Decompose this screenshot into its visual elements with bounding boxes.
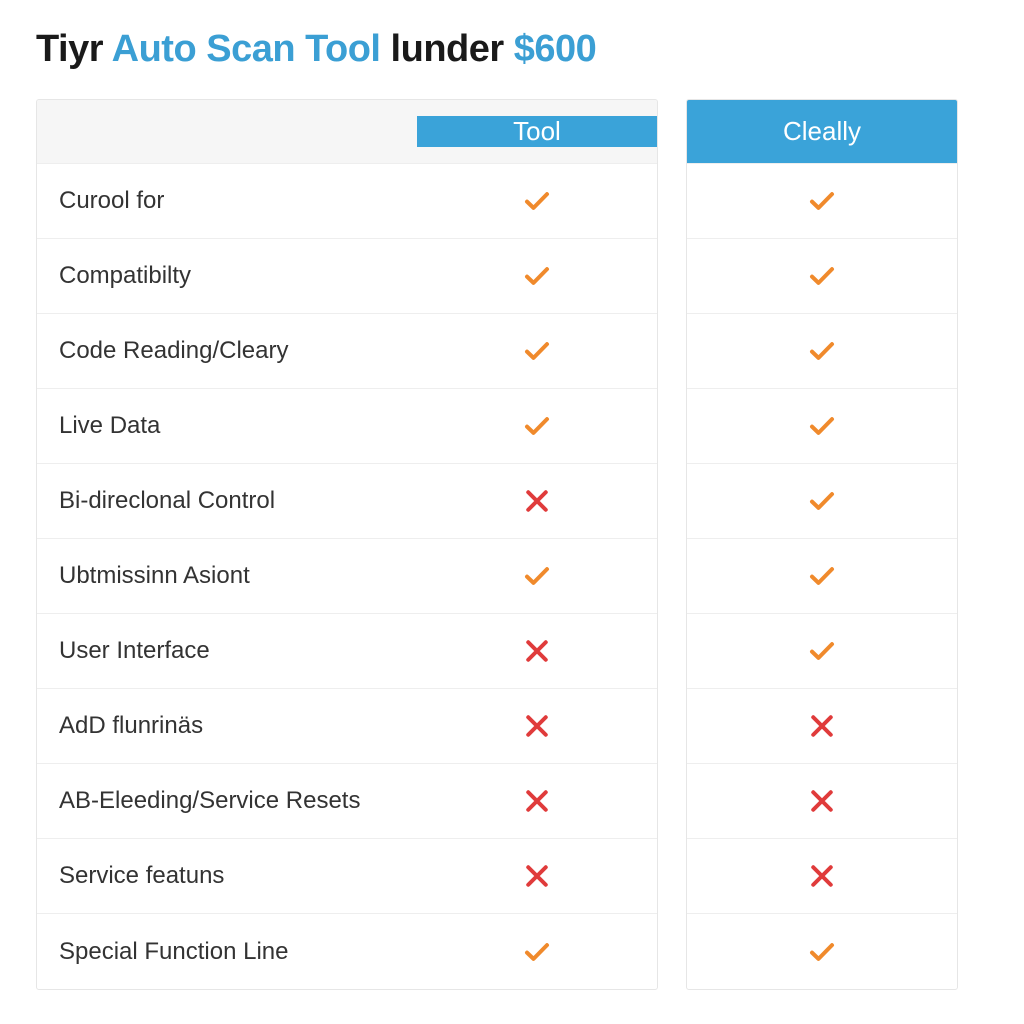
mark-cell-cleally (687, 486, 957, 516)
cross-icon (522, 486, 552, 516)
feature-label: Compatibilty (37, 262, 417, 290)
table-header-row: Tool (37, 100, 657, 164)
feature-label: Bi-direclonal Control (37, 487, 417, 515)
check-icon (807, 186, 837, 216)
table-row (687, 764, 957, 839)
mark-cell-cleally (687, 861, 957, 891)
table-row (687, 839, 957, 914)
cross-icon (522, 786, 552, 816)
table-row: Compatibilty (37, 239, 657, 314)
table-row: Curool for (37, 164, 657, 239)
header-tool-label: Tool (513, 116, 561, 147)
check-icon (522, 336, 552, 366)
feature-label: AB-Eleeding/Service Resets (37, 787, 417, 815)
table-row: Service featuns (37, 839, 657, 914)
mark-cell-cleally (687, 786, 957, 816)
check-icon (807, 486, 837, 516)
table-row: AdD flunrinäs (37, 689, 657, 764)
mark-cell-cleally (687, 186, 957, 216)
check-icon (522, 411, 552, 441)
mark-cell-tool (417, 561, 657, 591)
mark-cell-cleally (687, 636, 957, 666)
mark-cell-cleally (687, 711, 957, 741)
table-row: Code Reading/Cleary (37, 314, 657, 389)
check-icon (807, 411, 837, 441)
check-icon (522, 561, 552, 591)
check-icon (807, 937, 837, 967)
table-row (687, 389, 957, 464)
check-icon (807, 636, 837, 666)
mark-cell-cleally (687, 937, 957, 967)
table-row: Live Data (37, 389, 657, 464)
feature-label: Live Data (37, 412, 417, 440)
table-row: Ubtmissinn Asiont (37, 539, 657, 614)
check-icon (522, 261, 552, 291)
check-icon (807, 336, 837, 366)
mark-cell-cleally (687, 336, 957, 366)
table-row: AB-Eleeding/Service Resets (37, 764, 657, 839)
cross-icon (522, 861, 552, 891)
header-cell-tool: Tool (417, 116, 657, 147)
mark-cell-tool (417, 711, 657, 741)
mark-cell-tool (417, 861, 657, 891)
feature-label: AdD flunrinäs (37, 712, 417, 740)
table-row: Special Function Line (37, 914, 657, 989)
table-row (687, 689, 957, 764)
cross-icon (807, 861, 837, 891)
table-row: User Interface (37, 614, 657, 689)
table-left-column: Tool Curool for Compatibilty Code Reading/… (36, 99, 658, 990)
table-row (687, 239, 957, 314)
mark-cell-tool (417, 636, 657, 666)
check-icon (807, 261, 837, 291)
cross-icon (522, 711, 552, 741)
table-row (687, 614, 957, 689)
table-header-row: Cleally (687, 100, 957, 164)
feature-label: User Interface (37, 637, 417, 665)
mark-cell-tool (417, 786, 657, 816)
check-icon (807, 561, 837, 591)
mark-cell-tool (417, 937, 657, 967)
cross-icon (522, 636, 552, 666)
mark-cell-tool (417, 486, 657, 516)
table-row (687, 914, 957, 989)
check-icon (522, 937, 552, 967)
table-row (687, 464, 957, 539)
mark-cell-cleally (687, 561, 957, 591)
feature-label: Special Function Line (37, 938, 417, 966)
table-row: Bi-direclonal Control (37, 464, 657, 539)
page-title: Tiyr Auto Scan Tool lunder $600 (36, 28, 988, 71)
feature-label: Curool for (37, 187, 417, 215)
header-cleally-label: Cleally (783, 116, 861, 147)
table-row (687, 539, 957, 614)
mark-cell-tool (417, 411, 657, 441)
feature-label: Service featuns (37, 862, 417, 890)
mark-cell-tool (417, 186, 657, 216)
table-right-column: Cleally (686, 99, 958, 990)
feature-label: Code Reading/Cleary (37, 337, 417, 365)
cross-icon (807, 711, 837, 741)
mark-cell-tool (417, 336, 657, 366)
table-row (687, 314, 957, 389)
mark-cell-tool (417, 261, 657, 291)
feature-label: Ubtmissinn Asiont (37, 562, 417, 590)
mark-cell-cleally (687, 411, 957, 441)
cross-icon (807, 786, 837, 816)
check-icon (522, 186, 552, 216)
comparison-table: Tool Curool for Compatibilty Code Reading/… (36, 99, 988, 990)
mark-cell-cleally (687, 261, 957, 291)
table-row (687, 164, 957, 239)
